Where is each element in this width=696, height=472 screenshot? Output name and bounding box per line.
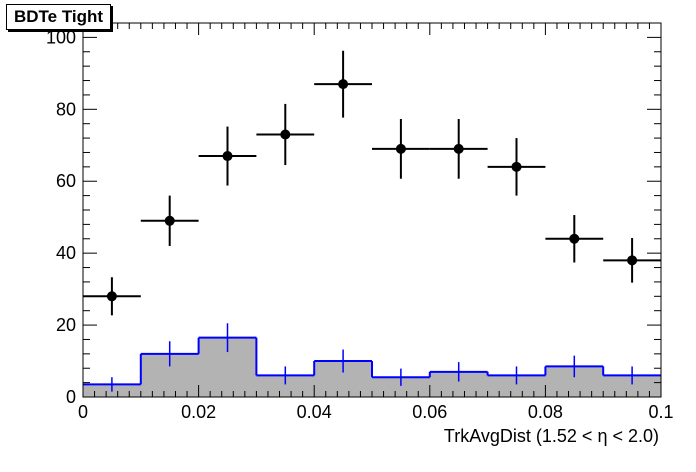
y-tick-label: 60 xyxy=(56,171,76,191)
x-tick-label: 0.1 xyxy=(648,402,673,422)
data-point-marker xyxy=(511,161,522,172)
data-point-marker xyxy=(222,151,233,162)
data-point-marker xyxy=(453,143,464,154)
data-point-marker xyxy=(569,233,580,244)
data-point-marker xyxy=(395,143,406,154)
x-tick-label: 0.08 xyxy=(528,402,563,422)
y-tick-label: 100 xyxy=(46,27,76,47)
data-point-marker xyxy=(164,215,175,226)
x-tick-label: 0.04 xyxy=(297,402,332,422)
plot-title: BDTe Tight xyxy=(6,4,112,30)
y-tick-label: 40 xyxy=(56,243,76,263)
y-axis-ticks: 0 20 40 60 80 100 xyxy=(46,22,661,407)
data-point-marker xyxy=(338,79,349,90)
data-point-marker xyxy=(627,255,638,266)
mc-histogram xyxy=(83,323,661,397)
data-point-marker xyxy=(280,129,291,140)
y-tick-label: 20 xyxy=(56,315,76,335)
x-tick-label: 0.06 xyxy=(412,402,447,422)
y-tick-label: 0 xyxy=(66,387,76,407)
x-axis-label: TrkAvgDist (1.52 < η < 2.0) xyxy=(444,426,659,446)
data-point-marker xyxy=(106,291,117,302)
x-tick-label: 0 xyxy=(78,402,88,422)
x-tick-label: 0.02 xyxy=(181,402,216,422)
y-tick-label: 80 xyxy=(56,99,76,119)
data-points xyxy=(83,50,661,316)
x-axis-ticks: 0 0.02 0.04 0.06 0.08 0.1 xyxy=(78,23,674,422)
